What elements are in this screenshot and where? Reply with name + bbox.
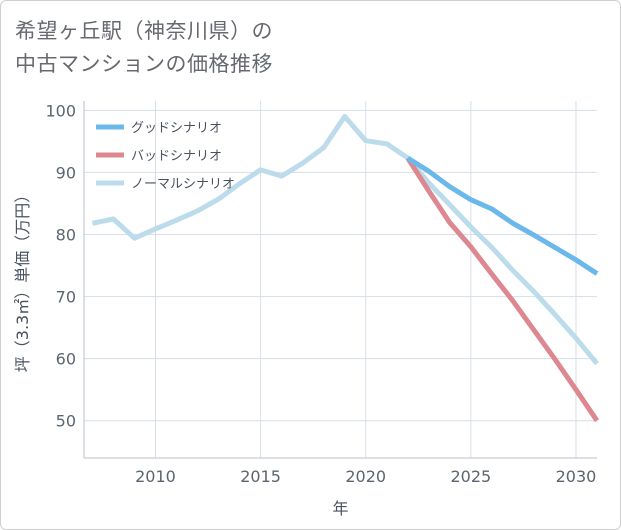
legend-label: バッドシナリオ <box>131 149 222 164</box>
chart-title: 希望ヶ丘駅（神奈川県）の 中古マンションの価格推移 <box>15 15 273 81</box>
legend-label: グッドシナリオ <box>131 121 222 136</box>
x-tick-label: 2020 <box>345 467 386 486</box>
x-axis-label: 年 <box>332 499 348 518</box>
y-tick-label: 70 <box>56 288 76 307</box>
chart-title-line-2: 中古マンションの価格推移 <box>15 52 273 76</box>
x-tick-label: 2025 <box>450 467 491 486</box>
legend-label: ノーマルシナリオ <box>131 177 235 192</box>
y-tick-label: 80 <box>56 225 76 244</box>
x-tick-label: 2010 <box>135 467 176 486</box>
y-tick-label: 50 <box>56 412 76 431</box>
axes <box>83 101 597 459</box>
chart-title-line-1: 希望ヶ丘駅（神奈川県）の <box>15 19 273 43</box>
x-tick-label: 2015 <box>240 467 281 486</box>
series-line-3 <box>91 114 599 366</box>
series-line-1 <box>406 155 599 276</box>
grid-lines <box>84 101 597 458</box>
tick-labels: 50 60 70 80 90 100 2010 2015 2020 2025 2030 <box>45 101 596 486</box>
y-tick-label: 60 <box>56 350 76 369</box>
y-tick-label: 100 <box>45 101 76 120</box>
series-line-2 <box>405 156 600 423</box>
y-axis-label: 坪（3.3㎡）単価（万円） <box>13 187 32 372</box>
series-lines <box>91 114 600 423</box>
x-tick-label: 2030 <box>556 467 597 486</box>
y-tick-label: 90 <box>56 163 76 182</box>
